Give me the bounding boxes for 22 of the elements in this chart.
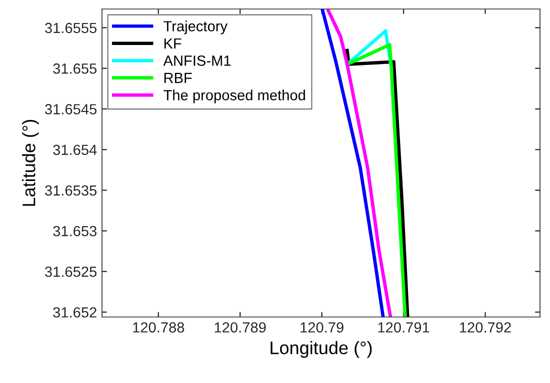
y-tick-label: 31.654 — [53, 144, 97, 156]
x-tick-label: 120.79 — [300, 322, 344, 333]
y-tick-label: 31.655 — [53, 63, 97, 74]
line-series — [320, 9, 385, 317]
x-tick-label: 120.789 — [214, 322, 266, 333]
x-tick-label: 120.788 — [133, 322, 184, 333]
y-tick-label: 31.652 — [53, 307, 96, 318]
y-tick-label: 31.6525 — [44, 266, 97, 277]
x-axis-title: Longitude (°) — [270, 341, 372, 358]
legend-label: Trajectory — [164, 20, 228, 34]
x-tick-label: 120.792 — [460, 322, 511, 333]
y-tick-label: 31.6535 — [44, 185, 97, 196]
legend-label: KF — [164, 38, 182, 48]
legend-label: ANFIS-M1 — [163, 56, 231, 66]
line-series — [326, 9, 392, 317]
y-tick-label: 31.6555 — [44, 22, 97, 34]
y-tick-label: 31.653 — [53, 226, 96, 236]
y-tick-label: 31.6545 — [44, 104, 97, 114]
x-tick-label: 120.791 — [378, 322, 430, 333]
legend-label: The proposed method — [164, 90, 305, 104]
legend-label: RBF — [164, 72, 192, 83]
y-axis-title: Latitude (°) — [22, 120, 39, 206]
